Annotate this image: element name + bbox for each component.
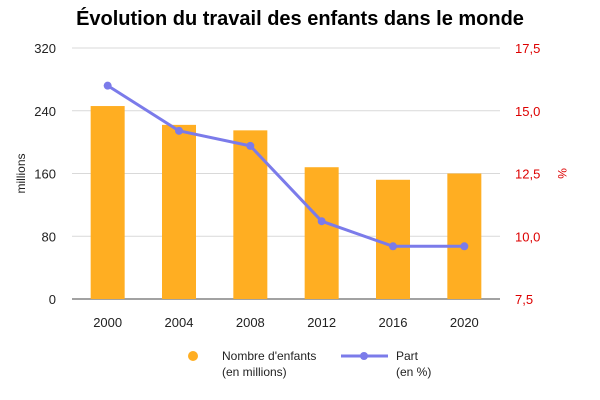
bar	[447, 173, 482, 299]
gridlines	[72, 47, 500, 300]
y-right-tick-label: 15,0	[515, 104, 540, 119]
line-series	[103, 81, 469, 251]
x-tick-label: 2000	[93, 315, 122, 330]
line-point	[103, 81, 112, 90]
legend-swatch-line-point	[360, 352, 368, 360]
legend-label-bars: Nombre d'enfants	[222, 349, 316, 363]
series-line	[106, 84, 465, 248]
bar	[233, 130, 268, 299]
bar-series	[90, 106, 482, 300]
bar	[376, 179, 410, 299]
bar	[304, 167, 339, 299]
y-left-tick-label: 320	[34, 41, 56, 56]
y-right-tick-label: 7,5	[515, 292, 533, 307]
y-right-tick-label: 17,5	[515, 41, 540, 56]
legend-label-bars: (en millions)	[222, 365, 287, 379]
x-tick-label: 2016	[379, 315, 408, 330]
line-point	[175, 126, 183, 135]
y-axis-right-label: %	[555, 168, 569, 179]
bar	[90, 106, 125, 299]
y-left-tick-label: 0	[49, 292, 56, 307]
y-axis-left-label: millions	[14, 153, 28, 193]
line-point	[389, 242, 397, 251]
bar	[162, 124, 196, 300]
legend-label-line: Part	[396, 349, 419, 363]
legend-label-line: (en %)	[396, 365, 431, 379]
x-tick-label: 2004	[165, 315, 194, 330]
x-tick-label: 2012	[307, 315, 336, 330]
legend-swatch-bars	[188, 351, 198, 361]
axes: 0 7,5 80 10,0 160 12,5 240 15,0 320 17,5 2000 2004 2…	[34, 41, 540, 330]
x-tick-label: 2020	[450, 315, 479, 330]
y-right-tick-label: 12,5	[515, 167, 540, 182]
line-point	[246, 141, 255, 150]
x-tick-label: 2008	[236, 315, 265, 330]
y-right-tick-label: 10,0	[515, 229, 540, 244]
legend: Nombre d'enfants (en millions) Part (en %)	[188, 349, 431, 379]
y-left-tick-label: 240	[34, 104, 56, 119]
line-point	[460, 242, 469, 251]
line-point	[317, 217, 326, 226]
chart-title: Évolution du travail des enfants dans le…	[76, 7, 524, 30]
y-left-tick-label: 80	[42, 229, 56, 244]
y-left-tick-label: 160	[34, 167, 56, 182]
